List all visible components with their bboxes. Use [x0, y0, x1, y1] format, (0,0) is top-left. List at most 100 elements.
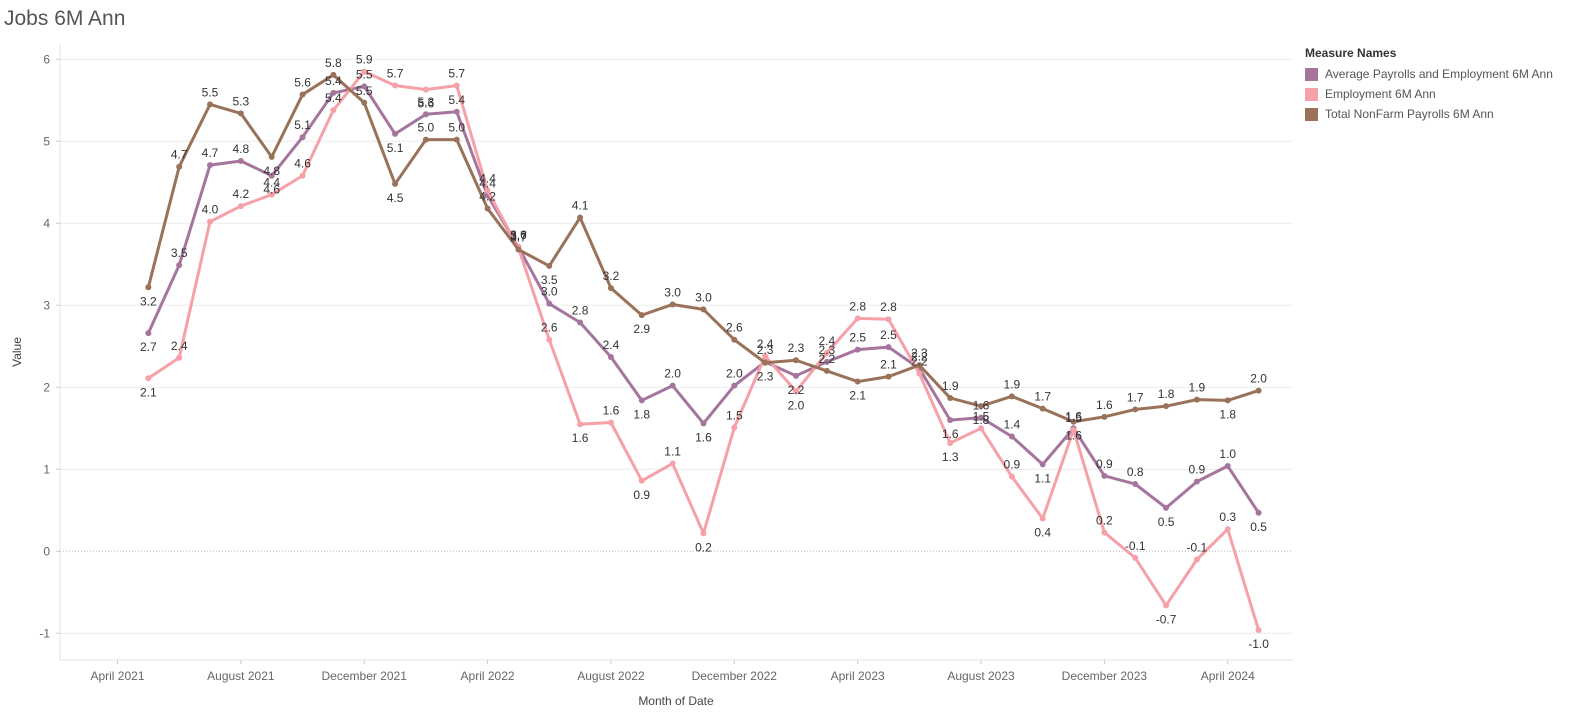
data-point — [392, 130, 399, 137]
y-axis-title: Value — [10, 337, 24, 367]
data-point — [1224, 397, 1231, 404]
data-point — [207, 218, 214, 225]
data-label: 2.0 — [1250, 372, 1267, 386]
data-point — [854, 346, 861, 353]
x-tick-label: December 2023 — [1062, 669, 1148, 683]
data-label: 2.5 — [880, 328, 897, 342]
data-point — [916, 362, 923, 369]
data-label: 1.6 — [1096, 398, 1113, 412]
data-point — [422, 86, 429, 93]
x-tick-label: August 2023 — [947, 669, 1015, 683]
legend-item-nonfarm[interactable]: Total NonFarm Payrolls 6M Ann — [1305, 104, 1553, 124]
x-tick-label: December 2022 — [692, 669, 778, 683]
data-label: 5.9 — [356, 53, 373, 67]
data-label: 1.1 — [1034, 471, 1051, 485]
data-point — [1008, 473, 1015, 480]
y-tick-label: 4 — [43, 216, 50, 230]
data-label: 1.6 — [1065, 409, 1082, 423]
data-label: -1.0 — [1248, 637, 1269, 651]
data-label: 1.4 — [1004, 418, 1021, 432]
data-label: 0.5 — [1158, 515, 1175, 529]
data-point — [700, 306, 707, 313]
data-point — [947, 440, 954, 447]
data-point — [268, 172, 275, 179]
data-point — [268, 191, 275, 198]
data-label: 2.5 — [849, 331, 866, 345]
data-label: 4.7 — [202, 146, 219, 160]
legend-item-average[interactable]: Average Payrolls and Employment 6M Ann — [1305, 64, 1553, 84]
x-tick-label: August 2021 — [207, 669, 275, 683]
data-point — [885, 316, 892, 323]
data-label: 1.7 — [1127, 390, 1144, 404]
data-label: 3.0 — [541, 285, 558, 299]
data-point — [638, 312, 645, 319]
data-label: -0.1 — [1187, 541, 1208, 555]
y-tick-label: -1 — [39, 626, 50, 640]
data-label: 4.4 — [479, 172, 496, 186]
data-point — [299, 172, 306, 179]
data-point — [792, 372, 799, 379]
data-label: 2.2 — [911, 349, 928, 363]
data-point — [1070, 426, 1077, 433]
data-point — [1224, 463, 1231, 470]
data-label: 3.2 — [140, 294, 157, 308]
data-point — [762, 353, 769, 360]
data-point — [484, 187, 491, 194]
data-point — [145, 330, 152, 337]
data-label: 1.9 — [1189, 381, 1206, 395]
data-label: 3.2 — [603, 269, 620, 283]
data-label: 5.0 — [418, 121, 435, 135]
data-point — [669, 382, 676, 389]
data-label: 3.5 — [541, 273, 558, 287]
data-label: 4.6 — [294, 157, 311, 171]
data-label: 5.0 — [448, 121, 465, 135]
data-label: 5.4 — [325, 91, 342, 105]
data-point — [1193, 556, 1200, 563]
y-tick-label: 2 — [43, 380, 50, 394]
data-point — [1101, 413, 1108, 420]
data-label: 2.4 — [171, 339, 188, 353]
data-point — [577, 421, 584, 428]
data-point — [607, 419, 614, 426]
data-point — [1193, 396, 1200, 403]
data-label: 2.4 — [603, 338, 620, 352]
data-label: 1.5 — [1065, 411, 1082, 425]
legend-item-employment[interactable]: Employment 6M Ann — [1305, 84, 1553, 104]
x-tick-label: December 2021 — [322, 669, 408, 683]
legend-swatch-employment — [1305, 87, 1318, 101]
data-label: 2.7 — [140, 340, 157, 354]
data-point — [1193, 478, 1200, 485]
data-label: 1.6 — [942, 427, 959, 441]
data-point — [947, 417, 954, 424]
y-tick-label: 3 — [43, 298, 50, 312]
legend-swatch-average — [1305, 67, 1318, 81]
data-label: 2.9 — [633, 322, 650, 336]
data-point — [1132, 406, 1139, 413]
data-point — [1101, 472, 1108, 479]
legend: Measure Names Average Payrolls and Emplo… — [1305, 46, 1553, 124]
data-point — [268, 153, 275, 160]
data-point — [330, 71, 337, 78]
data-point — [1224, 526, 1231, 533]
data-label: 3.7 — [510, 229, 527, 243]
data-label: 1.8 — [1219, 407, 1236, 421]
legend-label-nonfarm: Total NonFarm Payrolls 6M Ann — [1325, 107, 1494, 121]
data-point — [1070, 418, 1077, 425]
data-point — [885, 373, 892, 380]
data-label: 4.6 — [263, 183, 280, 197]
data-point — [823, 367, 830, 374]
legend-label-employment: Employment 6M Ann — [1325, 87, 1436, 101]
data-label: 2.0 — [664, 367, 681, 381]
data-label: 0.4 — [1034, 526, 1051, 540]
data-point — [1132, 554, 1139, 561]
data-label: 1.7 — [1034, 390, 1051, 404]
data-point — [453, 136, 460, 143]
data-point — [978, 403, 985, 410]
data-point — [546, 336, 553, 343]
legend-swatch-nonfarm — [1305, 107, 1318, 121]
data-label: 4.4 — [263, 176, 280, 190]
data-point — [392, 82, 399, 89]
data-point — [1163, 403, 1170, 410]
data-label: 4.1 — [572, 199, 589, 213]
data-label: 4.7 — [171, 148, 188, 162]
